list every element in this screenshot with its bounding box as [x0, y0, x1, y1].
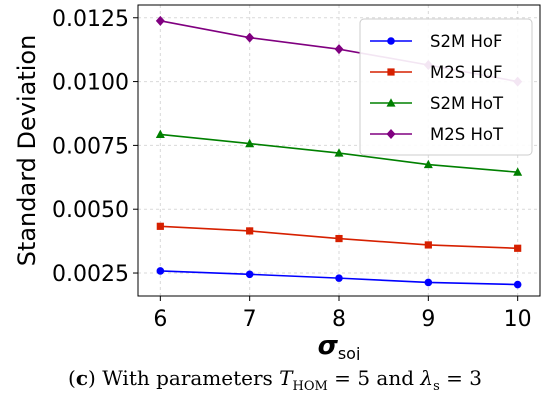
series-4-point	[334, 44, 344, 55]
series-3-point	[245, 138, 255, 148]
series-1-point	[156, 267, 165, 275]
series-2-point	[156, 222, 164, 230]
y-tick-label: 0.0050	[52, 198, 129, 223]
series-3-point	[155, 129, 165, 139]
x-tick-label: 6	[153, 307, 167, 332]
caption-prefix: With parameters	[102, 366, 280, 390]
x-tick-label: 8	[332, 307, 346, 332]
y-tick-label: 0.0025	[52, 262, 129, 287]
legend-marker-1	[387, 37, 395, 45]
y-axis-label: Standard Deviation	[13, 35, 41, 267]
series-2-point	[514, 244, 522, 252]
legend-label-1: S2M HoF	[430, 32, 502, 51]
series-3-point	[423, 159, 433, 169]
x-tick-label: 10	[504, 307, 532, 332]
y-tick-label: 0.0075	[52, 134, 129, 159]
y-tick-label: 0.0125	[52, 7, 129, 32]
line-chart: 6 7 8 9 10 0.0025 0.0050 0.0075 0.0100 0.0125 Stan…	[13, 4, 541, 360]
x-axis-subscript: soj	[338, 344, 361, 360]
series-3-point	[334, 148, 344, 157]
y-tick-label: 0.0100	[52, 71, 129, 96]
caption-label: c	[75, 366, 89, 390]
series-4-point	[245, 32, 255, 43]
series-1-point	[335, 274, 343, 282]
caption-t-value: 5	[357, 366, 371, 390]
legend-marker-3	[386, 98, 396, 107]
series-4-point	[155, 15, 165, 26]
x-axis-label: σsoj	[318, 331, 361, 360]
series-2-point	[246, 227, 254, 235]
caption-lambda-value: 3	[469, 366, 482, 390]
caption-t-sub: HOM	[292, 379, 328, 394]
x-axis-symbol: σ	[318, 331, 339, 360]
legend-box	[359, 18, 533, 156]
legend-label-3: S2M HoT	[430, 94, 504, 113]
series-1-point	[513, 280, 522, 289]
series-3-point	[513, 167, 523, 176]
x-tick-label: 7	[243, 307, 257, 332]
series-2-point	[335, 234, 343, 243]
legend-marker-4	[386, 129, 396, 139]
legend-label-2: M2S HoF	[430, 63, 502, 82]
legend-label-4: M2S HoT	[430, 125, 504, 144]
series-1-point	[245, 270, 254, 279]
x-tick-label: 9	[421, 307, 435, 332]
caption-lambda-sub: s	[433, 379, 440, 394]
series-1-point	[424, 278, 433, 287]
legend-marker-2	[387, 68, 395, 76]
series-2-point	[424, 241, 432, 249]
figure-caption: (c) With parameters THOM = 5 and λs = 3	[68, 366, 482, 394]
